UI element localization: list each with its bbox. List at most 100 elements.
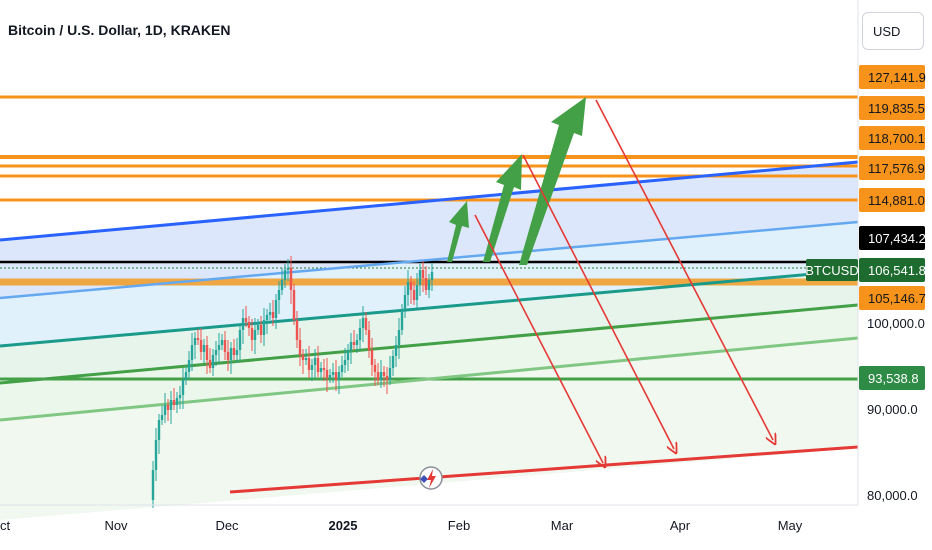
candle xyxy=(406,270,410,306)
candle xyxy=(358,319,362,351)
candle xyxy=(397,318,401,359)
candle xyxy=(181,368,185,409)
candle xyxy=(268,303,272,320)
candle xyxy=(235,338,239,363)
x-tick-label: Dec xyxy=(215,518,239,533)
candle xyxy=(355,334,359,353)
candle xyxy=(298,328,302,366)
candle xyxy=(253,318,257,354)
svg-text:107,434.2: 107,434.2 xyxy=(868,231,926,246)
svg-text:118,700.1: 118,700.1 xyxy=(868,131,925,146)
candle xyxy=(250,319,254,351)
candle xyxy=(301,349,305,374)
candle xyxy=(364,312,368,335)
candle xyxy=(238,324,242,361)
candle xyxy=(265,309,269,334)
candle xyxy=(226,340,230,371)
candle xyxy=(259,316,263,343)
candle xyxy=(307,346,311,378)
price-tag: 119,835.5 xyxy=(859,96,925,120)
candle xyxy=(214,341,218,366)
candle xyxy=(196,329,200,345)
green-projection-arrows xyxy=(447,97,586,265)
x-tick-label: Mar xyxy=(551,518,574,533)
candle xyxy=(373,359,377,386)
candle xyxy=(325,358,329,392)
candle xyxy=(334,360,338,391)
y-tick-label: 100,000.0 xyxy=(867,316,925,331)
candle xyxy=(412,281,416,305)
candle xyxy=(427,274,431,298)
candle xyxy=(304,349,308,365)
candle xyxy=(385,367,389,394)
currency-button[interactable]: USD xyxy=(862,12,924,50)
x-tick-label: Nov xyxy=(104,518,128,533)
candle xyxy=(376,363,380,385)
time-scale[interactable]: ct Nov Dec 2025 Feb Mar Apr May xyxy=(0,518,803,533)
svg-text:106,541.8: 106,541.8 xyxy=(868,263,926,278)
candle xyxy=(280,268,284,295)
candle xyxy=(199,328,203,360)
candle xyxy=(340,356,344,377)
candle xyxy=(289,256,293,304)
svg-text:114,881.0: 114,881.0 xyxy=(868,193,925,208)
lightning-badge-icon[interactable] xyxy=(419,466,443,490)
candle xyxy=(166,399,170,421)
price-tag: 93,538.8 xyxy=(859,366,925,390)
candle xyxy=(328,369,332,383)
svg-text:105,146.7: 105,146.7 xyxy=(868,291,926,306)
candle xyxy=(202,339,206,363)
candle xyxy=(271,300,275,326)
candle xyxy=(190,333,194,371)
candle xyxy=(379,360,383,388)
candle xyxy=(367,321,371,358)
candle xyxy=(217,333,221,364)
candle xyxy=(247,316,251,336)
candle xyxy=(337,366,341,394)
candle xyxy=(316,346,320,377)
candle xyxy=(382,366,386,387)
price-scale[interactable]: 100,000.0 90,000.0 80,000.0 xyxy=(867,316,925,503)
candle xyxy=(220,334,224,350)
candle xyxy=(424,266,428,295)
candle xyxy=(262,308,266,346)
candle xyxy=(394,336,398,367)
symbol-tag: BTCUSD xyxy=(805,259,859,281)
x-tick-label: May xyxy=(778,518,803,533)
candle xyxy=(418,264,422,296)
candle xyxy=(421,261,425,292)
candle xyxy=(361,306,365,342)
candle xyxy=(154,428,158,481)
svg-text:119,835.5: 119,835.5 xyxy=(868,101,925,116)
candle xyxy=(151,461,155,508)
candle xyxy=(157,414,161,454)
candle xyxy=(310,359,314,381)
candles xyxy=(151,256,434,508)
candle xyxy=(283,264,287,288)
candle xyxy=(208,348,212,373)
candle xyxy=(175,392,179,413)
candle xyxy=(400,304,404,335)
price-tag: 118,700.1 xyxy=(859,126,925,150)
y-tick-label: 90,000.0 xyxy=(867,402,918,417)
candle xyxy=(232,339,236,360)
candle xyxy=(415,273,419,308)
svg-text:117,576.9: 117,576.9 xyxy=(868,161,925,176)
candle xyxy=(193,332,197,359)
candle xyxy=(169,391,173,424)
candle xyxy=(409,276,413,304)
x-tick-label: Feb xyxy=(448,518,470,533)
candle xyxy=(346,344,350,371)
candle xyxy=(241,309,245,344)
candle xyxy=(229,342,233,374)
trend-lines xyxy=(0,160,859,494)
candle xyxy=(370,338,374,376)
price-tag: 106,541.8 xyxy=(859,258,926,282)
candle xyxy=(388,356,392,385)
candle xyxy=(163,393,167,423)
candle xyxy=(244,306,248,327)
price-tag: 114,881.0 xyxy=(859,188,925,212)
price-tag: 127,141.9 xyxy=(859,65,926,89)
